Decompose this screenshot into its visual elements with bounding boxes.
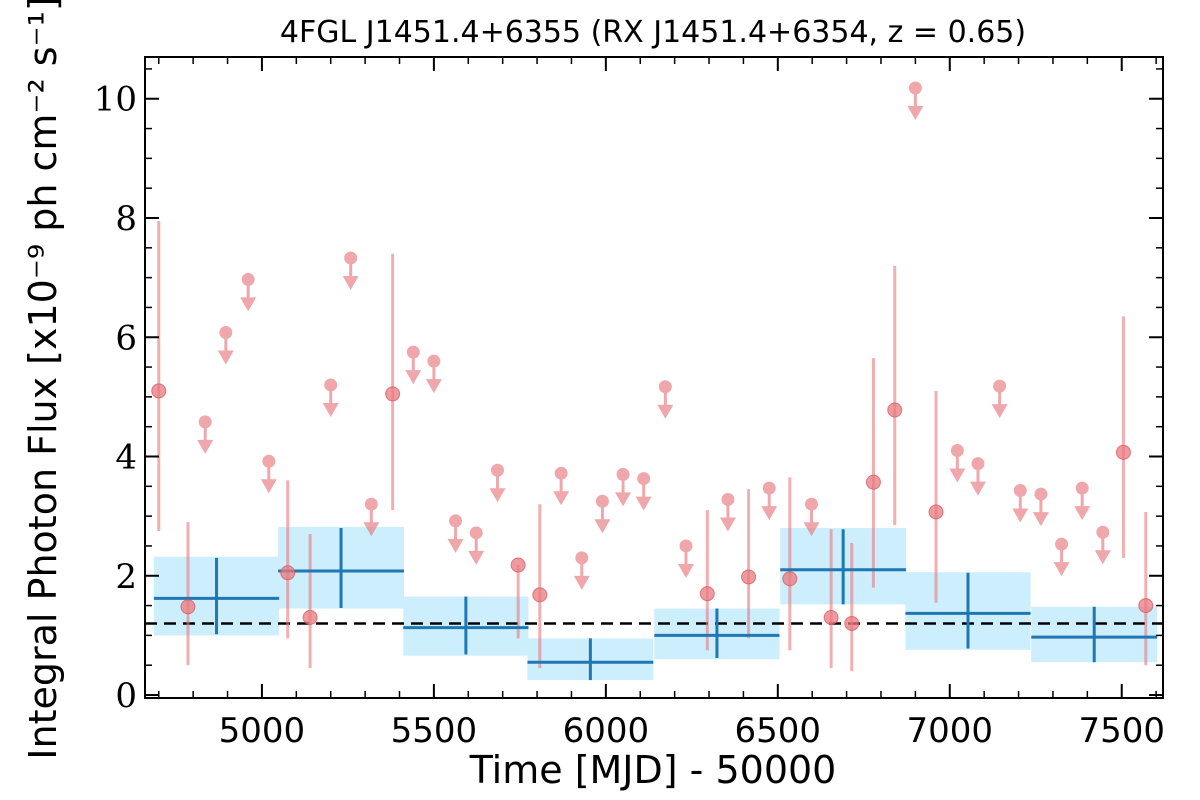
x-tick-label: 5000 [219,711,306,751]
detection-point-1 [180,599,196,615]
upper-limit-16 [635,472,652,511]
upper-limit-18 [677,539,694,578]
upper-limit-26 [1012,483,1029,523]
upper-limit-7 [405,345,422,385]
upper-limit-13 [573,551,590,590]
x-axis-title: Time [MJD] - 50000 [469,748,837,792]
upper-limit-22 [907,81,924,121]
upper-limit-19 [719,492,736,532]
detection-point-12 [865,474,881,490]
y-tick-label: 8 [115,199,137,239]
upper-limit-28 [1053,537,1070,577]
upper-limit-11 [489,463,506,503]
detection-point-10 [823,610,839,626]
upper-limit-17 [657,380,674,419]
detection-point-3 [302,610,318,626]
upper-limit-14 [594,494,611,534]
y-tick-label: 10 [94,80,137,120]
detection-points [151,383,1154,631]
upper-limit-25 [991,379,1008,419]
y-tick-label: 0 [115,676,137,716]
upper-limit-arrows [197,81,1111,590]
upper-limit-29 [1074,481,1091,521]
detection-point-0 [151,383,167,399]
binned-errorbars [153,528,1158,681]
upper-limit-10 [468,526,485,565]
x-tick-label: 7000 [907,711,994,751]
y-tick-label: 4 [115,438,137,478]
x-tick-label: 5500 [391,711,478,751]
upper-limit-27 [1032,487,1049,527]
detection-point-5 [510,557,526,573]
upper-limit-4 [322,378,339,417]
detection-point-14 [928,504,944,520]
upper-limit-12 [553,466,570,506]
plot-area-frame [144,56,1164,699]
detection-point-8 [741,569,757,585]
upper-limit-23 [949,444,966,483]
upper-limit-30 [1094,525,1111,565]
upper-limit-1 [217,325,234,365]
upper-limit-0 [197,415,214,454]
upper-limit-9 [447,514,464,553]
binned-bands [153,526,1158,681]
upper-limit-5 [342,251,359,290]
detection-point-16 [1138,598,1154,614]
upper-limit-6 [363,497,380,537]
detection-point-6 [532,587,548,603]
upper-limit-20 [761,481,778,521]
x-axis-ticks: 5000 5500 6000 6500 7000 7500 [158,57,1165,751]
detection-point-15 [1115,444,1131,460]
detection-point-7 [699,586,715,602]
upper-limit-2 [240,272,257,312]
y-tick-label: 2 [115,557,137,597]
detection-point-11 [844,615,860,631]
upper-limit-3 [260,454,277,494]
x-tick-label: 7500 [1078,711,1165,751]
y-axis-title: Integral Photon Flux [x10⁻⁹ ph cm⁻² s⁻¹] [21,0,65,760]
x-tick-label: 6500 [735,711,822,751]
chart-title: 4FGL J1451.4+6355 (RX J1451.4+6354, z = … [280,15,1026,50]
x-tick-label: 6000 [563,711,650,751]
upper-limit-15 [615,467,632,507]
upper-limit-21 [803,497,820,537]
y-tick-label: 6 [115,318,137,358]
upper-limit-24 [969,457,986,496]
detection-point-13 [887,402,903,418]
detection-point-9 [782,571,798,587]
detection-point-2 [280,565,296,581]
detection-point-4 [385,386,401,402]
detection-errorbars [157,220,1148,672]
y-axis-ticks: 0 2 4 6 8 10 [94,68,1163,716]
upper-limit-8 [425,354,442,394]
